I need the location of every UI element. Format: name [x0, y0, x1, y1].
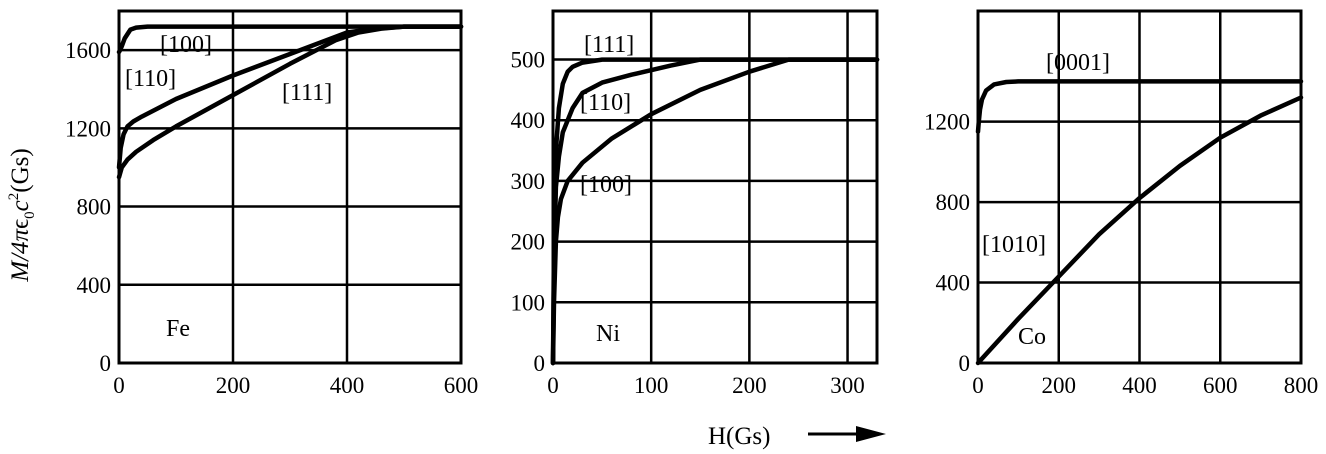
co-series [975, 79, 1304, 366]
ni-xtick-100: 100 [634, 373, 669, 398]
panel-fe: 0 200 400 600 0 400 800 1200 1600 [100] [110] [1… [65, 9, 478, 398]
co-tick-labels: 0 200 400 600 800 0 400 800 1200 [924, 110, 1318, 398]
fe-ytick-400: 400 [77, 273, 112, 298]
co-xtick-600: 600 [1203, 373, 1238, 398]
co-curve-0001 [975, 79, 1304, 134]
ni-xtick-200: 200 [732, 373, 767, 398]
ni-ytick-400: 400 [511, 108, 546, 133]
ni-ytick-300: 300 [511, 169, 546, 194]
fe-plot-frame [117, 9, 463, 365]
fe-material-label: Fe [166, 316, 190, 342]
fe-ytick-1600: 1600 [65, 38, 111, 63]
co-label-0001: [0001] [1046, 50, 1110, 76]
ni-xtick-300: 300 [830, 373, 865, 398]
fe-xtick-400: 400 [330, 373, 365, 398]
co-curve-1010 [975, 95, 1304, 366]
ni-label-100: [100] [580, 172, 632, 198]
x-axis-label: H(Gs) [708, 423, 771, 450]
ni-label-110: [110] [580, 90, 631, 116]
ni-series [550, 57, 880, 366]
ni-plot-frame [551, 9, 879, 365]
fe-ytick-0: 0 [100, 351, 112, 376]
fe-xtick-200: 200 [216, 373, 251, 398]
fe-tick-labels: 0 200 400 600 0 400 800 1200 1600 [65, 38, 478, 398]
fe-ytick-1200: 1200 [65, 116, 111, 141]
ni-ytick-500: 500 [511, 48, 546, 73]
co-label-1010: [1010] [982, 232, 1046, 258]
ni-label-111: [111] [584, 32, 634, 58]
ni-tick-labels: 0 100 200 300 0 100 200 300 400 500 [511, 48, 865, 398]
fe-xtick-0: 0 [113, 373, 125, 398]
co-ytick-800: 800 [936, 190, 971, 215]
ni-xtick-0: 0 [547, 373, 559, 398]
fe-ytick-800: 800 [77, 195, 112, 220]
fe-curve-111 [116, 24, 464, 180]
co-material-label: Co [1018, 324, 1046, 350]
co-ytick-0: 0 [959, 351, 971, 376]
co-ytick-1200: 1200 [924, 110, 970, 135]
ni-ytick-200: 200 [511, 230, 546, 255]
fe-label-111: [111] [282, 80, 332, 106]
co-plot-frame [976, 9, 1303, 365]
panel-co: 0 200 400 600 800 0 400 800 1200 [0001] [1010] C… [924, 9, 1318, 398]
co-xtick-0: 0 [972, 373, 984, 398]
fe-xtick-600: 600 [444, 373, 479, 398]
ni-ytick-100: 100 [511, 290, 546, 315]
ni-material-label: Ni [596, 321, 620, 347]
co-ytick-400: 400 [936, 271, 971, 296]
ni-curve-100 [550, 57, 880, 366]
co-xtick-800: 800 [1284, 373, 1319, 398]
panel-ni: 0 100 200 300 0 100 200 300 400 500 [111] [110] [… [511, 9, 880, 398]
fe-label-100: [100] [160, 32, 212, 58]
ni-ytick-0: 0 [534, 351, 546, 376]
ni-curve-110 [550, 57, 880, 366]
long-right-arrow-icon [808, 426, 886, 442]
fe-curve-100 [116, 24, 464, 55]
co-xtick-200: 200 [1042, 373, 1077, 398]
fe-label-110: [110] [125, 66, 176, 92]
y-axis-label: M/4πϵ0c2(Gs) [6, 148, 38, 282]
fe-series [116, 24, 464, 180]
co-xtick-400: 400 [1122, 373, 1157, 398]
